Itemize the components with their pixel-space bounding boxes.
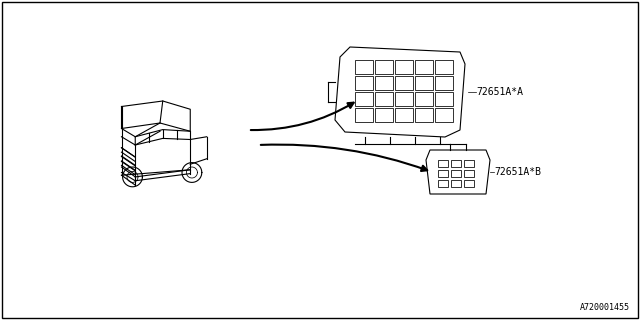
Bar <box>435 108 453 122</box>
Text: 72651A*B: 72651A*B <box>494 167 541 177</box>
Bar <box>375 108 393 122</box>
Bar <box>375 76 393 90</box>
Bar <box>464 160 474 167</box>
Bar <box>415 60 433 74</box>
Bar <box>438 170 448 177</box>
Bar <box>415 108 433 122</box>
Bar <box>395 60 413 74</box>
Bar <box>435 76 453 90</box>
Bar <box>395 108 413 122</box>
Bar <box>415 92 433 106</box>
Bar <box>395 76 413 90</box>
Bar <box>435 92 453 106</box>
Bar <box>375 60 393 74</box>
Bar <box>451 160 461 167</box>
Bar <box>355 60 373 74</box>
Bar <box>375 92 393 106</box>
Bar <box>355 108 373 122</box>
Text: 72651A*A: 72651A*A <box>476 87 523 97</box>
Bar <box>464 180 474 187</box>
Bar <box>451 180 461 187</box>
Bar <box>438 180 448 187</box>
Bar <box>438 160 448 167</box>
Bar <box>355 76 373 90</box>
Bar <box>435 60 453 74</box>
Bar <box>355 92 373 106</box>
Bar <box>415 76 433 90</box>
Bar <box>451 170 461 177</box>
Bar <box>464 170 474 177</box>
Text: A720001455: A720001455 <box>580 303 630 312</box>
Bar <box>395 92 413 106</box>
